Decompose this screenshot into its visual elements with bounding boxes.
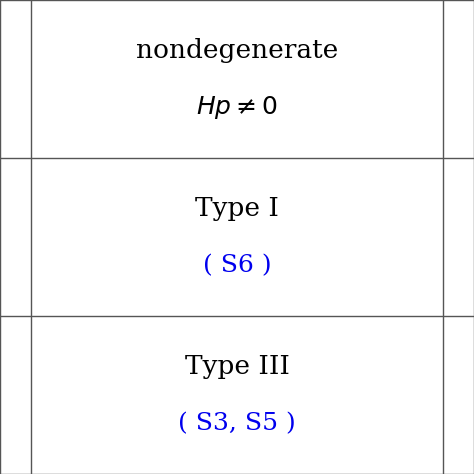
Text: nondegenerate: nondegenerate bbox=[136, 38, 338, 63]
Text: ( S3, S5 ): ( S3, S5 ) bbox=[178, 412, 296, 435]
Text: $\mathit{Hp} \neq 0$: $\mathit{Hp} \neq 0$ bbox=[196, 94, 278, 121]
Text: Type III: Type III bbox=[184, 354, 290, 379]
Text: Type I: Type I bbox=[195, 196, 279, 221]
Text: ( S6 ): ( S6 ) bbox=[203, 254, 271, 277]
